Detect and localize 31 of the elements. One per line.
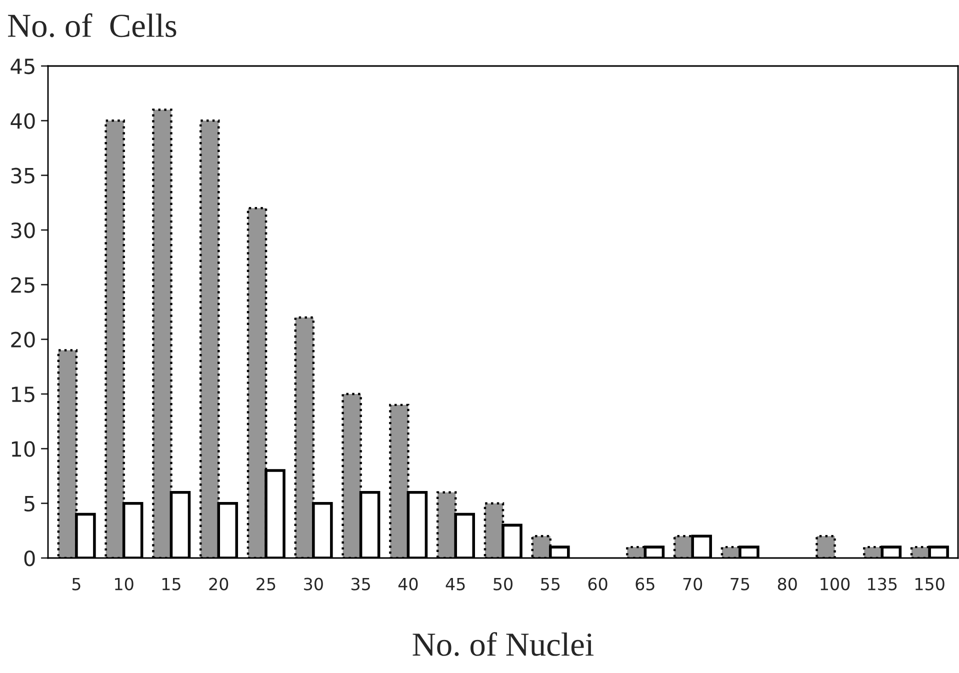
y-tick-label: 15: [12, 386, 34, 402]
x-tick-label: 55: [541, 578, 560, 590]
x-tick-label: 15: [162, 578, 180, 590]
y-tick-label: 20: [11, 332, 35, 348]
y-tick-label: 10: [12, 441, 35, 457]
x-tick-label: 45: [446, 578, 465, 590]
y-tick-label: 45: [10, 58, 34, 74]
y-axis-title: No. of Cells: [8, 13, 176, 38]
x-tick-label: 35: [351, 578, 370, 590]
x-axis-title: No. of Nuclei: [412, 632, 594, 656]
x-tick-label: 60: [588, 578, 608, 590]
y-tick-label: 0: [24, 550, 35, 566]
x-tick-label: 80: [778, 578, 797, 590]
y-tick-label: 35: [11, 168, 34, 184]
x-tick-label: 30: [304, 578, 323, 590]
x-tick-label: 135: [868, 578, 897, 590]
y-tick-label: 30: [11, 222, 35, 238]
x-tick-label: 40: [398, 578, 418, 590]
x-tick-label: 5: [72, 578, 80, 590]
x-tick-label: 10: [115, 578, 134, 590]
x-tick-label: 100: [820, 578, 850, 590]
x-tick-label: 150: [915, 578, 944, 590]
x-tick-label: 65: [636, 578, 654, 590]
x-tick-label: 25: [256, 578, 276, 590]
x-tick-label: 50: [494, 578, 512, 590]
y-tick-label: 40: [10, 113, 35, 129]
y-tick-label: 25: [11, 277, 34, 293]
x-tick-label: 20: [209, 578, 228, 590]
x-tick-label: 75: [730, 578, 750, 590]
y-tick-label: 5: [24, 496, 34, 512]
x-tick-label: 70: [683, 578, 702, 590]
